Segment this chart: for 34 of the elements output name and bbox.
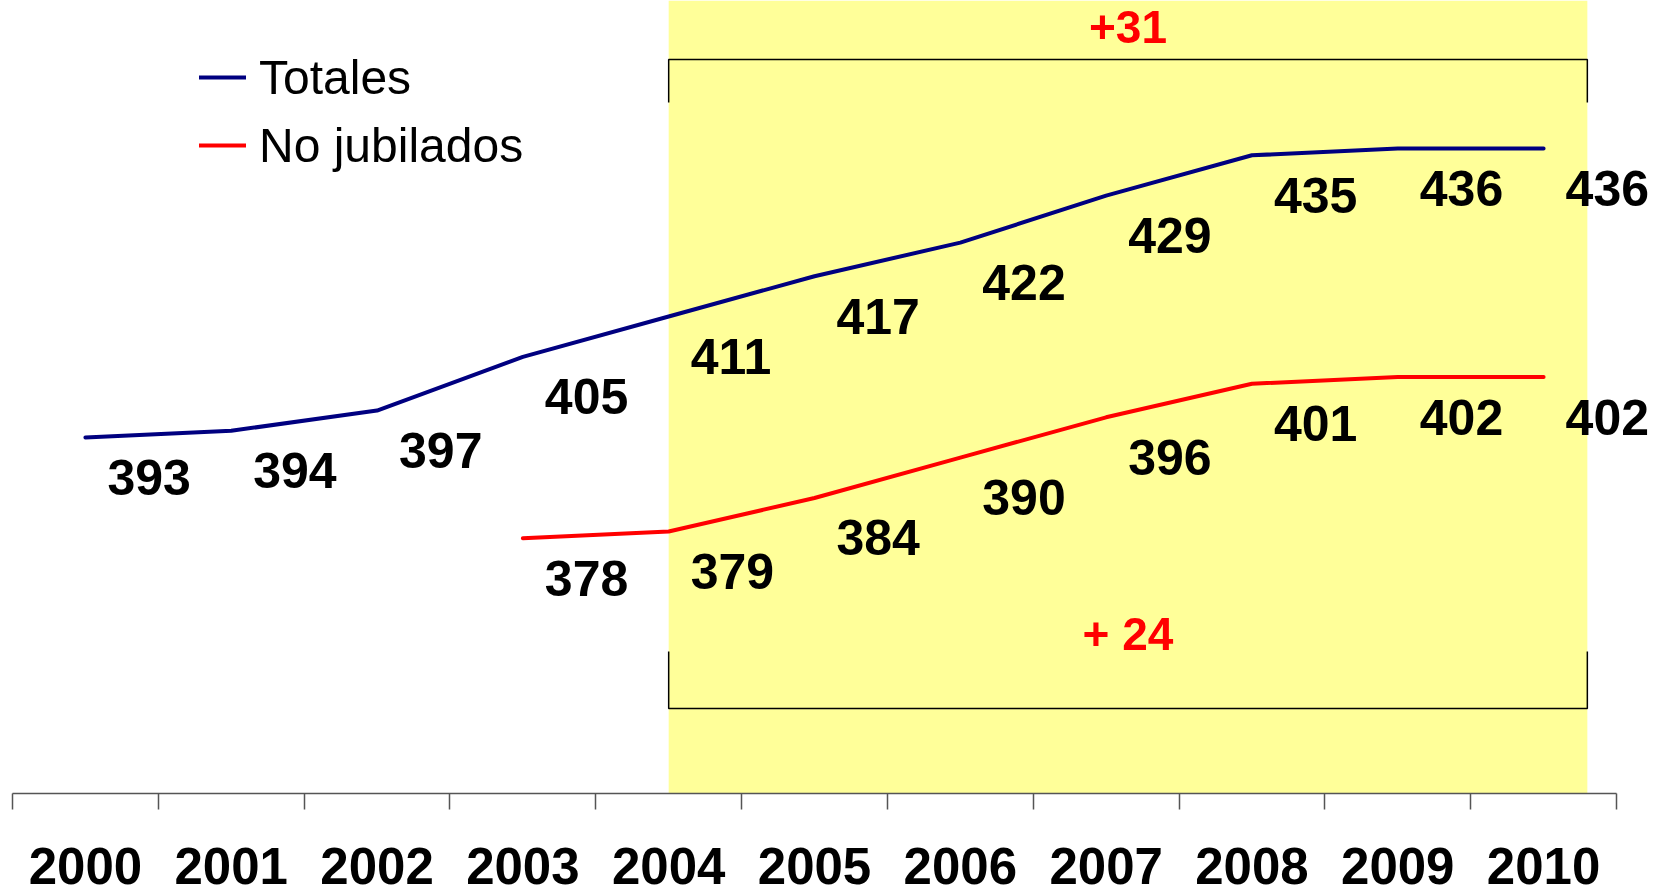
data-label: 417 [836, 288, 920, 345]
data-label: 436 [1419, 161, 1504, 218]
data-label: 436 [1565, 161, 1650, 218]
text: + 24 [1082, 607, 1174, 660]
x-tick-label: 2004 [611, 837, 727, 890]
x-tick-label: 2001 [174, 837, 288, 890]
x-tick-label: 2000 [28, 837, 143, 890]
data-label: 393 [107, 449, 191, 506]
data-label: 394 [253, 443, 337, 500]
data-label: 379 [690, 544, 775, 601]
x-tick-label: 2009 [1341, 837, 1455, 890]
x-tick-label: 2003 [466, 837, 580, 890]
data-label: 422 [982, 255, 1066, 312]
legend-label: No jubilados [259, 117, 524, 174]
x-tick-label: 2008 [1195, 837, 1309, 890]
data-label: 402 [1565, 389, 1650, 446]
x-tick-label: 2007 [1049, 837, 1163, 890]
data-label: 405 [544, 369, 629, 426]
x-tick-label: 2002 [320, 837, 434, 890]
data-label: 378 [544, 550, 629, 607]
x-tick-label: 2010 [1486, 837, 1601, 890]
data-label: 402 [1419, 389, 1504, 446]
text: +31 [1088, 0, 1168, 53]
legend-label: Totales [259, 49, 412, 106]
data-label: 435 [1273, 167, 1358, 224]
data-label: 429 [1128, 208, 1212, 265]
x-tick-label: 2005 [757, 837, 872, 890]
data-label: 396 [1128, 429, 1212, 486]
data-label: 390 [982, 470, 1066, 527]
data-label: 401 [1273, 396, 1358, 453]
x-tick-label: 2006 [903, 837, 1018, 890]
data-label: 411 [690, 329, 772, 386]
data-label: 384 [836, 510, 921, 567]
data-label: 397 [399, 423, 483, 480]
